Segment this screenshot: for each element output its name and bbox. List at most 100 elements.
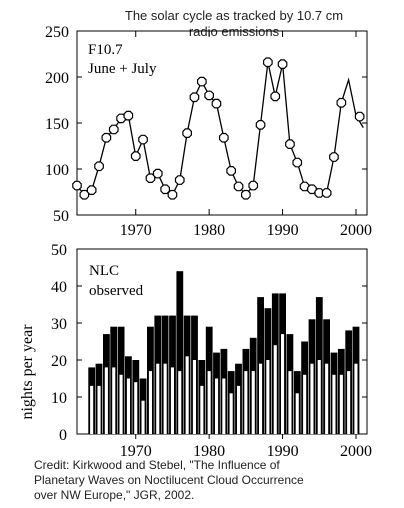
nlc-bar-inner <box>244 371 248 434</box>
nlc-bar-inner <box>104 367 108 434</box>
nlc-bar-inner <box>347 371 351 434</box>
nlc-bar-inner <box>163 363 167 434</box>
f107-annotation-line-1: F10.7 <box>88 42 123 58</box>
f107-data-point <box>292 157 303 168</box>
f107-data-point <box>277 59 288 70</box>
nlc-bar-inner <box>119 374 123 434</box>
f107-data-point <box>299 181 310 192</box>
f107-data-point <box>329 152 339 162</box>
f107-data-point <box>219 132 229 143</box>
nlc-bar-inner <box>215 378 219 434</box>
nlc-bar-inner <box>170 367 174 434</box>
credit-line-2: Planetary Waves on Noctilucent Cloud Occ… <box>34 473 304 487</box>
f107-data-point <box>270 91 281 102</box>
nlc-bar-inner <box>112 367 116 434</box>
nlc-bar-inner <box>90 385 94 434</box>
f107-data-point <box>86 185 97 195</box>
credit-text: Credit: Kirkwood and Stebel, "The Influe… <box>34 458 394 503</box>
f107-data-point <box>167 189 178 200</box>
nlc-bar-chart: NLC observed nights per year 0 10 20 30 40 50… <box>19 242 372 460</box>
f107-data-point <box>130 151 141 161</box>
bottom-x-tick-label: 1990 <box>267 443 299 460</box>
f107-data-point <box>94 161 104 172</box>
top-y-tick-label: 150 <box>45 116 69 133</box>
f107-data-point <box>182 128 192 138</box>
bottom-x-tick-label: 1980 <box>193 443 225 460</box>
top-y-tick-label: 200 <box>45 70 69 87</box>
nlc-bar-inner <box>354 363 358 434</box>
credit-line-1: Credit: Kirkwood and Stebel, "The Influe… <box>34 458 280 472</box>
f107-data-point <box>248 180 259 191</box>
nlc-bar-inner <box>317 360 321 434</box>
f107-data-point <box>108 124 119 135</box>
nlc-bar-inner <box>222 378 226 434</box>
nlc-bar-inner <box>281 334 285 434</box>
f107-data-point <box>160 184 170 195</box>
f107-data-point <box>211 98 222 109</box>
nlc-bar-inner <box>303 374 307 434</box>
y-axis-label: nights per year <box>19 324 36 420</box>
nlc-bar-inner <box>156 363 160 434</box>
nlc-bar-inner <box>148 371 152 434</box>
top-x-tick-label: 1980 <box>193 222 225 239</box>
bottom-x-tick-label: 2000 <box>340 443 372 460</box>
top-x-tick-label: 1990 <box>267 222 299 239</box>
bottom-y-tick-label: 0 <box>59 427 67 444</box>
nlc-bar-inner <box>141 400 145 434</box>
top-x-tick-label: 2000 <box>340 222 372 239</box>
nlc-bar-inner <box>259 363 263 434</box>
nlc-bar-inner <box>192 360 196 434</box>
nlc-bar-inner <box>207 371 211 434</box>
f107-data-point <box>241 189 251 200</box>
f107-series-line <box>76 62 364 196</box>
f107-data-point <box>233 181 244 192</box>
nlc-bar-inner <box>310 363 314 434</box>
nlc-bar-inner <box>237 385 241 434</box>
f107-data-point <box>263 57 273 68</box>
top-y-tick-label: 100 <box>45 162 69 179</box>
bottom-y-tick-label: 30 <box>51 316 67 333</box>
f107-data-point <box>255 119 266 130</box>
f107-data-point <box>189 92 200 103</box>
nlc-bar-inner <box>288 371 292 434</box>
f107-annotation-line-2: June + July <box>88 61 157 77</box>
f107-data-point <box>204 90 214 101</box>
nlc-annotation-line-1: NLC <box>89 263 119 279</box>
nlc-bar-inner <box>126 378 130 434</box>
top-x-tick-label: 1970 <box>120 222 152 239</box>
nlc-bar-total <box>176 271 184 434</box>
bottom-y-tick-label: 20 <box>51 353 67 370</box>
f107-data-point <box>174 175 185 185</box>
f107-data-point <box>226 166 236 176</box>
nlc-bar-inner <box>325 363 329 434</box>
bottom-y-tick-label: 40 <box>51 279 67 296</box>
nlc-bar-inner <box>178 371 182 434</box>
bottom-y-tick-label: 50 <box>51 242 67 259</box>
nlc-bar-inner <box>266 360 270 434</box>
f107-data-point <box>72 180 82 191</box>
nlc-bar-inner <box>185 356 189 434</box>
f107-line-chart: The solar cycle as tracked by 10.7 cm ra… <box>45 8 372 239</box>
nlc-bar-inner <box>200 385 204 434</box>
f107-data-point <box>152 168 163 179</box>
f107-data-point <box>197 76 207 87</box>
credit-line-3: over NW Europe," JGR, 2002. <box>34 488 195 502</box>
bottom-y-tick-label: 10 <box>51 390 67 407</box>
f107-data-point <box>354 111 365 122</box>
top-y-tick-label: 50 <box>53 208 69 225</box>
f107-data-point <box>285 139 295 149</box>
f107-data-point <box>123 110 134 121</box>
nlc-bar-inner <box>97 385 101 434</box>
nlc-bar-inner <box>134 382 138 434</box>
f107-data-point <box>307 184 317 195</box>
chart-title-line-1: The solar cycle as tracked by 10.7 cm <box>125 8 343 23</box>
nlc-bar-inner <box>332 374 336 434</box>
f107-data-point <box>321 188 332 198</box>
top-y-tick-label: 250 <box>45 24 69 41</box>
f107-data-point <box>336 97 347 108</box>
nlc-bar-inner <box>251 371 255 434</box>
nlc-bar-inner <box>339 374 343 434</box>
nlc-bar-inner <box>295 393 299 434</box>
bottom-x-tick-label: 1970 <box>120 443 152 460</box>
